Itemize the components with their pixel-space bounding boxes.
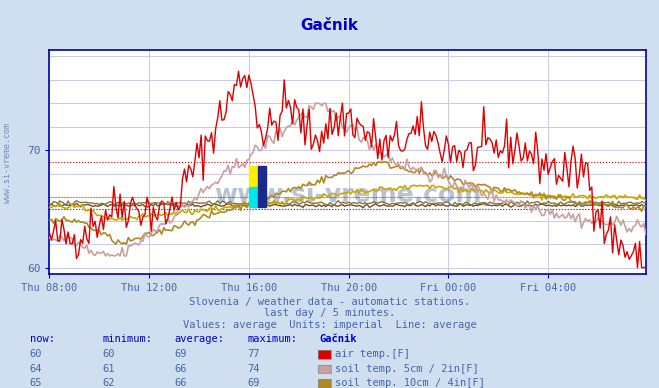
Text: 69: 69 — [247, 378, 260, 388]
Bar — [249, 187, 258, 206]
Text: soil temp. 5cm / 2in[F]: soil temp. 5cm / 2in[F] — [335, 364, 478, 374]
Text: minimum:: minimum: — [102, 334, 152, 344]
Text: air temp.[F]: air temp.[F] — [335, 349, 410, 359]
Text: Values: average  Units: imperial  Line: average: Values: average Units: imperial Line: av… — [183, 320, 476, 330]
Text: 77: 77 — [247, 349, 260, 359]
Text: www.si-vreme.com: www.si-vreme.com — [214, 184, 481, 208]
Text: maximum:: maximum: — [247, 334, 297, 344]
Text: average:: average: — [175, 334, 225, 344]
Text: 61: 61 — [102, 364, 115, 374]
Text: 66: 66 — [175, 364, 187, 374]
Text: 60: 60 — [30, 349, 42, 359]
Text: 66: 66 — [175, 378, 187, 388]
Text: Slovenia / weather data - automatic stations.: Slovenia / weather data - automatic stat… — [189, 296, 470, 307]
Text: now:: now: — [30, 334, 55, 344]
Text: 69: 69 — [175, 349, 187, 359]
Text: Gačnik: Gačnik — [320, 334, 357, 344]
Text: 64: 64 — [30, 364, 42, 374]
Text: last day / 5 minutes.: last day / 5 minutes. — [264, 308, 395, 318]
Text: www.si-vreme.com: www.si-vreme.com — [3, 123, 13, 203]
Text: 62: 62 — [102, 378, 115, 388]
Text: 65: 65 — [30, 378, 42, 388]
Bar — [249, 166, 258, 187]
Bar — [258, 166, 266, 206]
Text: 60: 60 — [102, 349, 115, 359]
Text: soil temp. 10cm / 4in[F]: soil temp. 10cm / 4in[F] — [335, 378, 485, 388]
Text: 74: 74 — [247, 364, 260, 374]
Text: Gačnik: Gačnik — [301, 18, 358, 33]
